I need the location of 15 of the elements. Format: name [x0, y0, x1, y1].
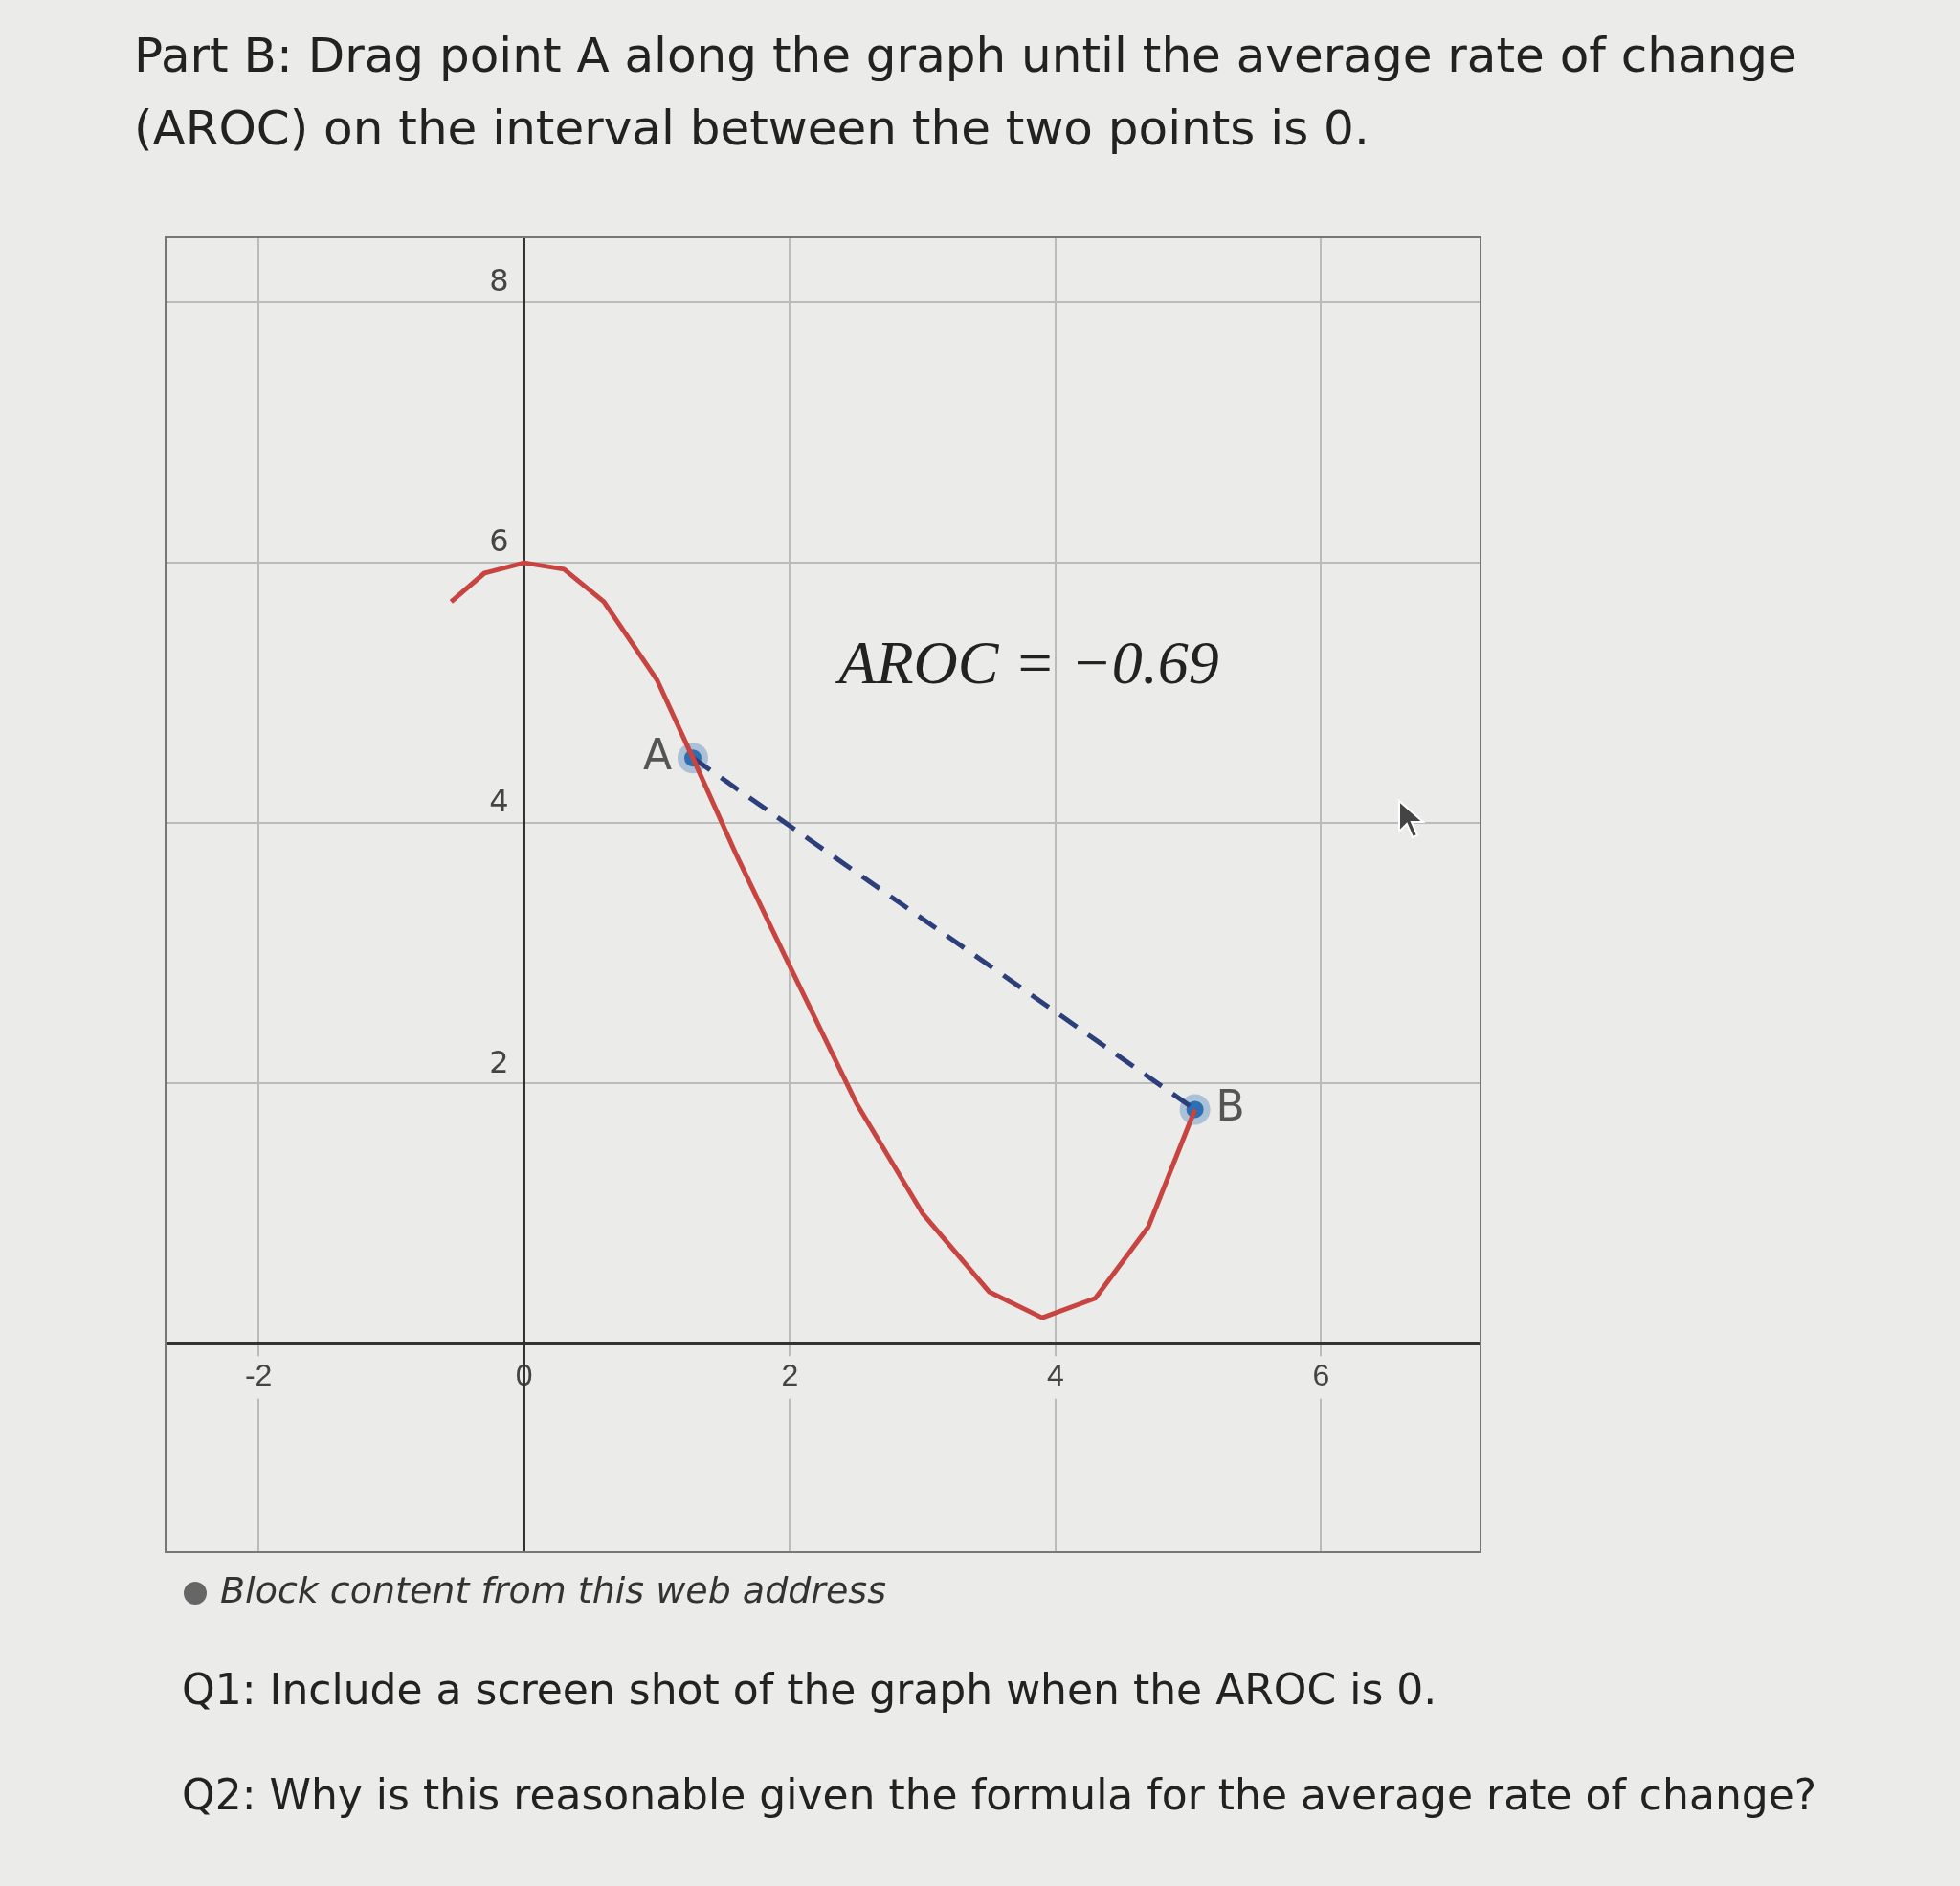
y-tick-label: 6: [489, 522, 509, 560]
text: Q1: Include a screen shot of the graph when the AROC is 0.: [182, 1665, 1437, 1714]
x-tick-label: -2: [244, 1358, 273, 1393]
y-tick-label: 4: [489, 783, 509, 820]
chart-title: Part B: Drag point A along the graph until the average rate of change (AROC) on the interval between the two points is 0.: [134, 27, 1798, 158]
annotation: A: [642, 729, 672, 779]
x-tick-label: 2: [781, 1358, 799, 1393]
annotation: B: [1215, 1080, 1245, 1130]
text: Q2: Why is this reasonable given the formula for the average rate of change?: [182, 1770, 1817, 1819]
x-tick-label: 6: [1312, 1358, 1330, 1393]
y-tick-label: 8: [489, 262, 509, 300]
annotation: AROC = −0.69: [835, 628, 1219, 697]
x-tick-label: 4: [1046, 1358, 1064, 1393]
text: Block content from this web address: [219, 1569, 886, 1611]
y-tick-label: 2: [489, 1043, 509, 1080]
